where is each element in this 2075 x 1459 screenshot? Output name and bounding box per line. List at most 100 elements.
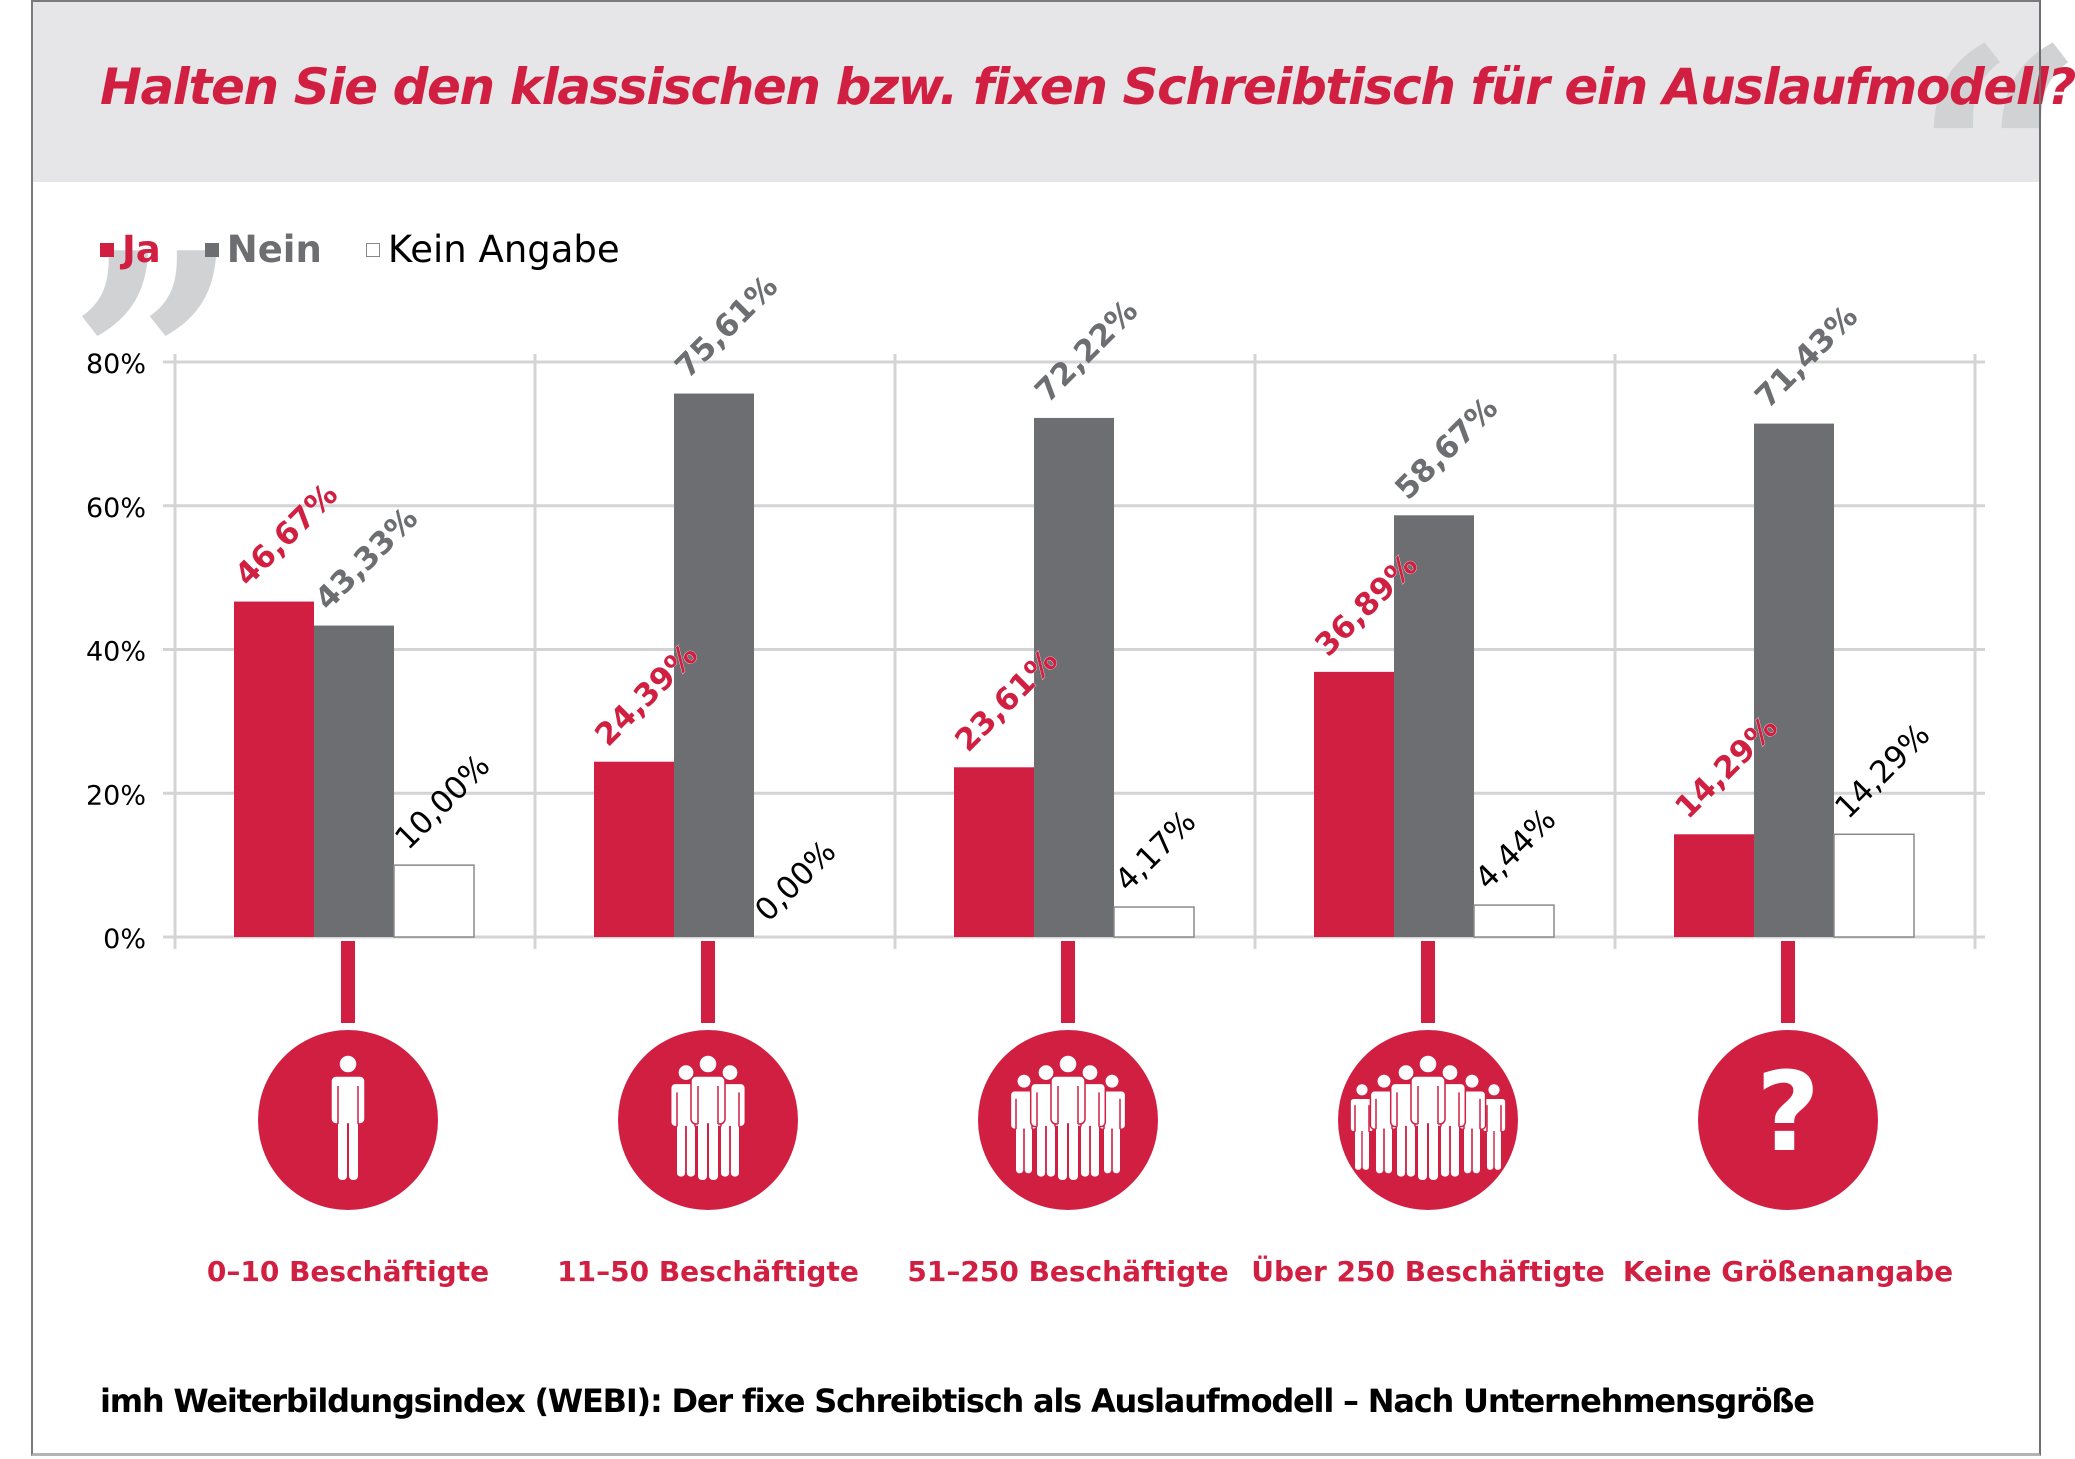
legend-swatch-nein: [204, 242, 219, 257]
category-label: 11–50 Beschäftigte: [557, 1255, 859, 1288]
icon-stem: [1061, 941, 1075, 1023]
person-leg: [1429, 1120, 1438, 1180]
person-leg: [1112, 1125, 1120, 1174]
outer-frame: [31, 0, 2041, 1456]
person-leg: [1441, 1122, 1450, 1177]
person-head: [1354, 1082, 1370, 1097]
y-tick-label: 0%: [103, 924, 146, 955]
person-leg: [1058, 1120, 1067, 1180]
person-leg: [1494, 1127, 1501, 1170]
footer-caption: imh Weiterbildungsindex (WEBI): Der fixe…: [100, 1382, 1815, 1420]
group-3-people-icon: [669, 1054, 747, 1180]
person-leg: [677, 1122, 686, 1177]
chart-title: Halten Sie den klassischen bzw. fixen Sc…: [100, 58, 2075, 116]
person-leg: [1090, 1122, 1099, 1177]
legend-item-kein-angabe: Kein Angabe: [365, 228, 620, 271]
person-head: [698, 1054, 718, 1074]
person-leg: [1376, 1125, 1384, 1174]
category-labels: 0–10 Beschäftigte 11–50 Beschäftigte 51–25…: [207, 1254, 1953, 1288]
person-leg: [1037, 1122, 1046, 1177]
y-axis-ticks: 0% 20% 40% 60% 80%: [86, 349, 146, 955]
person-head: [1418, 1054, 1438, 1074]
person-leg: [338, 1120, 347, 1180]
person-leg: [730, 1122, 739, 1177]
legend-item-ja: Ja: [100, 228, 161, 271]
bar-ja: [1674, 834, 1754, 937]
person-leg: [1081, 1122, 1090, 1177]
person-head: [1104, 1073, 1120, 1090]
category-label: Keine Größenangabe: [1623, 1255, 1953, 1288]
person-leg: [1069, 1120, 1078, 1180]
icon-stem: [1781, 941, 1795, 1023]
bar-kein-angabe: [1473, 904, 1555, 938]
bar-kein-angabe: [1833, 833, 1915, 938]
legend-swatch-kein-angabe: [365, 242, 380, 257]
y-tick-label: 20%: [86, 780, 146, 811]
category-label: Über 250 Beschäftigte: [1251, 1254, 1605, 1288]
person-head: [338, 1054, 358, 1074]
bar-nein: [314, 625, 394, 937]
legend: Ja Nein Kein Angabe: [100, 228, 664, 271]
bar-ja: [234, 601, 314, 937]
legend-swatch-ja: [100, 242, 114, 257]
person-icon: [330, 1054, 366, 1180]
icon-stem: [341, 941, 355, 1023]
person-head: [1037, 1063, 1055, 1082]
person-leg: [1418, 1120, 1427, 1180]
person-body: [1410, 1075, 1446, 1125]
person-leg: [1450, 1122, 1459, 1177]
legend-label-nein: Nein: [226, 228, 322, 271]
question-mark-icon: ?: [1756, 1048, 1820, 1176]
category-icons: ?: [258, 941, 1878, 1210]
header-band: „ “: [33, 2, 2075, 342]
person-leg: [1104, 1125, 1112, 1174]
bar-ja: [954, 767, 1034, 937]
bar-nein: [674, 393, 754, 938]
person-leg: [709, 1120, 718, 1180]
person-leg: [1016, 1125, 1024, 1174]
person-leg: [1362, 1127, 1369, 1170]
bar-kein-angabe: [1113, 906, 1195, 938]
bars: [234, 393, 1915, 938]
person-body: [1050, 1075, 1086, 1125]
person-head: [721, 1063, 739, 1082]
person-head: [1081, 1063, 1099, 1082]
person-leg: [1384, 1125, 1392, 1174]
icon-circle: [1698, 1030, 1878, 1210]
person-leg: [349, 1120, 358, 1180]
person-leg: [686, 1122, 695, 1177]
person-head: [677, 1063, 695, 1082]
person-leg: [1487, 1127, 1494, 1170]
person-head: [1397, 1063, 1415, 1082]
y-tick-label: 80%: [86, 349, 146, 380]
person-leg: [1464, 1125, 1472, 1174]
question-mark-glyph: ?: [1756, 1048, 1820, 1176]
category-label: 51–250 Beschäftigte: [907, 1255, 1228, 1288]
close-quote-icon: “: [1913, 0, 2075, 336]
person-body: [330, 1075, 366, 1125]
bar-ja: [1314, 671, 1394, 937]
person-head: [1486, 1082, 1502, 1097]
person-leg: [1397, 1122, 1406, 1177]
y-tick-label: 40%: [86, 637, 146, 668]
person-leg: [1046, 1122, 1055, 1177]
open-quote-icon: „: [73, 15, 246, 368]
person-leg: [698, 1120, 707, 1180]
person-head: [1016, 1073, 1032, 1090]
person-leg: [1355, 1127, 1362, 1170]
bar-ja: [594, 761, 674, 937]
person-leg: [1406, 1122, 1415, 1177]
person-leg: [1472, 1125, 1480, 1174]
person-head: [1464, 1073, 1480, 1090]
icon-stem: [1421, 941, 1435, 1023]
bar-nein: [1034, 417, 1114, 937]
person-body: [690, 1075, 726, 1125]
bar-nein: [1754, 423, 1834, 937]
icon-stem: [701, 941, 715, 1023]
person-head: [1058, 1054, 1078, 1074]
group-7-people-icon: [1349, 1054, 1507, 1180]
bar-nein: [1394, 515, 1474, 937]
person-head: [1441, 1063, 1459, 1082]
y-tick-label: 60%: [86, 493, 146, 524]
